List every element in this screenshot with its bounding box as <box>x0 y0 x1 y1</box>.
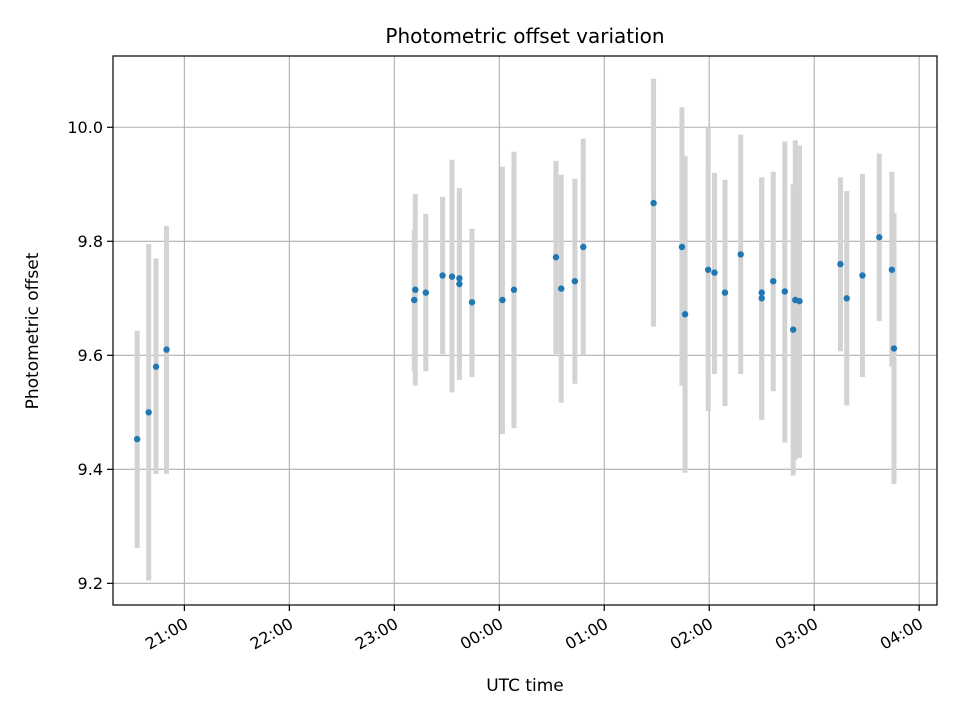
data-point <box>758 295 765 302</box>
data-point <box>411 296 418 304</box>
data-point <box>859 272 866 279</box>
data-point <box>650 199 657 207</box>
errorbar-layer <box>134 78 897 581</box>
data-point <box>681 311 689 318</box>
y-tick-label: 9.2 <box>78 574 103 593</box>
y-tick-label: 9.8 <box>78 232 103 251</box>
y-tick-label: 9.6 <box>78 346 103 365</box>
data-point <box>499 296 506 304</box>
data-point <box>711 269 718 276</box>
data-point <box>456 275 463 282</box>
data-point <box>152 363 160 370</box>
data-point <box>552 254 560 261</box>
data-point <box>758 289 765 296</box>
data-point <box>789 326 797 333</box>
plot-frame <box>112 55 938 606</box>
data-point <box>888 266 896 273</box>
y-tick-label: 10.0 <box>67 118 103 137</box>
y-tick-label: 9.4 <box>78 460 103 479</box>
data-point <box>439 272 446 279</box>
x-tick-label: 04:00 <box>877 614 926 654</box>
x-tick-label: 03:00 <box>772 614 821 654</box>
data-point <box>770 277 777 285</box>
data-point <box>678 243 686 251</box>
point-layer <box>133 199 898 443</box>
data-point <box>737 251 744 258</box>
x-tick-label: 21:00 <box>142 614 191 654</box>
data-point <box>510 286 518 293</box>
y-axis-title: Photometric offset <box>23 252 43 409</box>
data-point <box>571 277 579 285</box>
data-point <box>580 243 587 251</box>
x-tick-label: 00:00 <box>457 614 506 654</box>
data-point <box>422 289 430 296</box>
data-point <box>890 345 898 352</box>
data-point <box>704 266 712 273</box>
data-point <box>796 297 803 305</box>
data-point <box>133 435 141 443</box>
data-point <box>721 289 729 296</box>
x-tick-label: 01:00 <box>562 614 611 654</box>
data-point <box>448 273 456 280</box>
data-point <box>837 260 844 268</box>
data-point <box>456 280 463 288</box>
data-point <box>145 409 152 416</box>
data-point <box>468 299 476 306</box>
data-point <box>843 295 850 302</box>
data-point <box>876 234 883 241</box>
grid-layer <box>113 56 937 605</box>
x-tick-label: 23:00 <box>352 614 401 654</box>
data-point <box>781 288 788 295</box>
chart-title: Photometric offset variation <box>385 24 664 48</box>
x-axis-title: UTC time <box>486 676 564 696</box>
x-tick-label: 02:00 <box>667 614 716 654</box>
data-point <box>412 286 419 293</box>
data-point <box>163 346 170 353</box>
data-point <box>558 285 565 292</box>
x-tick-label: 22:00 <box>247 614 296 654</box>
